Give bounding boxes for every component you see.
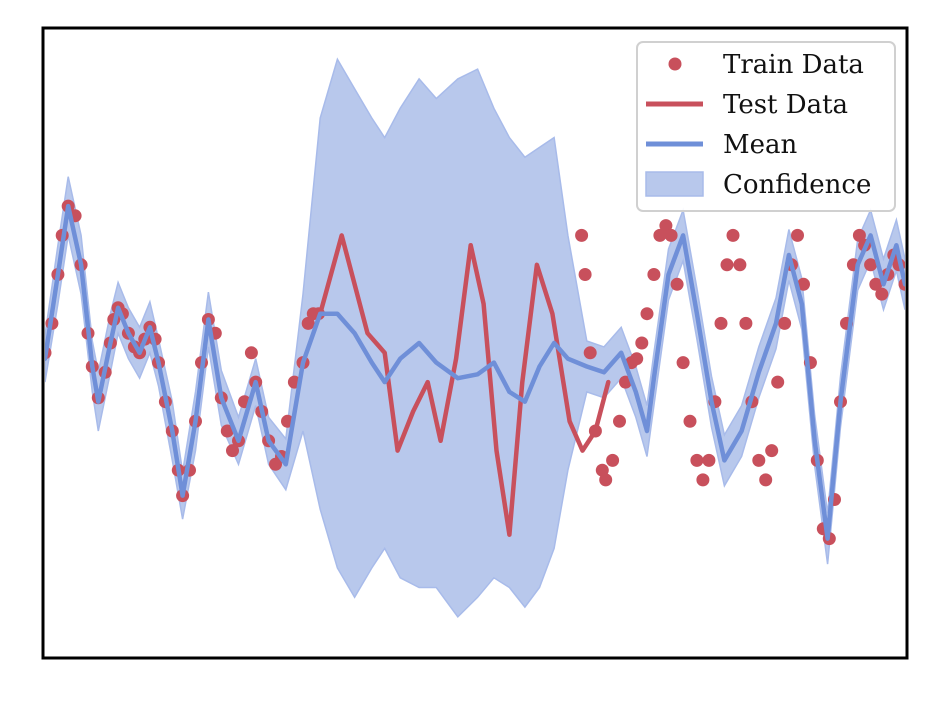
train-data-point <box>640 307 654 321</box>
legend-label-test-data: Test Data <box>723 90 848 120</box>
train-data-point <box>613 414 626 428</box>
legend-label-confidence: Confidence <box>723 170 871 200</box>
mean-line <box>45 203 905 541</box>
legend-label-train-data: Train Data <box>723 50 864 80</box>
train-data-point <box>676 356 690 370</box>
train-data-point <box>714 316 728 330</box>
train-data-point <box>702 453 716 467</box>
train-data-point <box>220 424 234 438</box>
train-data-point <box>670 277 684 291</box>
train-data-point <box>244 346 258 360</box>
train-data-point <box>733 258 747 272</box>
train-data-point <box>852 228 866 242</box>
train-data-point <box>583 346 597 360</box>
train-data-point <box>759 473 773 487</box>
legend-train-marker-icon <box>668 57 682 71</box>
train-data-point <box>630 352 644 366</box>
train-data-point <box>778 316 792 330</box>
train-data-point <box>720 258 734 272</box>
train-data-point <box>683 414 697 428</box>
train-data-point <box>588 424 602 438</box>
train-data-point <box>726 228 740 242</box>
legend-confidence-patch-icon <box>645 171 704 197</box>
test-data-line <box>317 233 611 537</box>
legend-label-mean: Mean <box>723 130 798 160</box>
train-data-point <box>869 277 883 291</box>
train-data-point <box>791 228 804 242</box>
train-data-point <box>575 228 589 242</box>
train-data-point <box>664 228 678 242</box>
train-data-point <box>653 228 667 242</box>
train-data-point <box>752 453 766 467</box>
train-data-point <box>226 444 239 458</box>
legend: Train Data Test Data Mean Confidence <box>636 41 896 212</box>
confidence-band <box>45 57 905 619</box>
train-data-point <box>301 316 315 330</box>
train-data-point <box>771 375 785 389</box>
train-data-point <box>864 258 878 272</box>
train-data-point <box>635 336 649 350</box>
train-data-point <box>765 444 779 458</box>
plot-frame <box>41 26 909 660</box>
train-data-point <box>659 219 673 233</box>
train-data-point <box>739 316 753 330</box>
legend-box <box>636 41 896 212</box>
train-data-point <box>647 268 661 281</box>
train-data-point <box>797 277 810 291</box>
train-data-point <box>599 473 613 487</box>
train-data-point <box>696 473 710 487</box>
train-data-point <box>875 287 889 301</box>
train-data-point <box>606 453 620 467</box>
plot-area <box>45 57 905 619</box>
train-data-point <box>578 268 592 281</box>
train-data-point <box>690 453 704 467</box>
